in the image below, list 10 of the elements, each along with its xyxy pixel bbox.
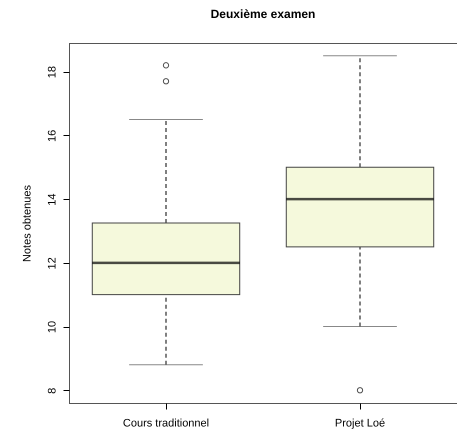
y-axis-title: Notes obtenues (22, 184, 34, 262)
chart-title: Deuxième examen (210, 7, 316, 21)
x-tick-label: Cours traditionnel (122, 418, 210, 430)
x-tick-label: Projet Loé (334, 418, 386, 430)
y-tick-label: 14 (46, 193, 58, 206)
y-tick-label: 18 (46, 66, 58, 78)
y-tick-label: 8 (46, 388, 58, 394)
y-tick-label: 16 (46, 130, 58, 142)
y-tick-label: 12 (46, 257, 58, 270)
y-tick-label: 10 (46, 320, 58, 334)
